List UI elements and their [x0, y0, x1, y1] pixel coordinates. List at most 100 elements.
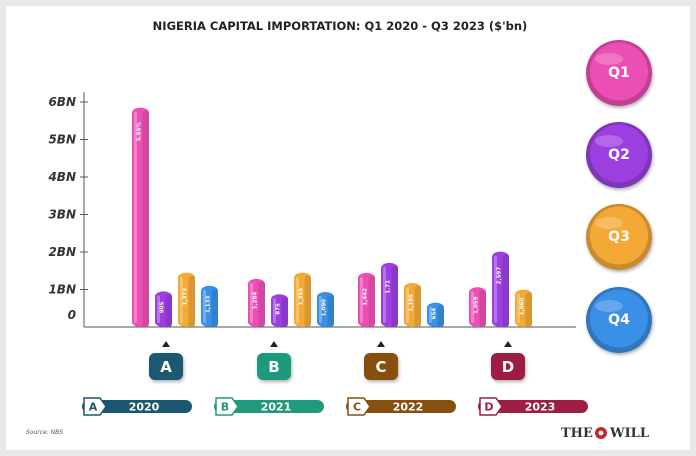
bar-shade: [414, 285, 421, 327]
bar-shade: [281, 297, 288, 327]
legend-item-q4: Q4: [586, 287, 652, 353]
pointer-triangle-icon: [162, 341, 170, 347]
bar-value-label: 1,090: [322, 299, 328, 317]
bar-q4-b: 1,090: [317, 291, 334, 327]
bar-value-label: 1,185: [409, 294, 415, 312]
bar-shade: [391, 265, 398, 327]
bar-highlight: [296, 276, 299, 323]
year-tag-2023: D 2023: [478, 397, 588, 416]
category-badge-b: B: [257, 341, 291, 380]
year-tag-label: 2022: [393, 401, 424, 414]
legend-item-q3: Q3: [586, 204, 652, 270]
legend-item-q1: Q1: [586, 40, 652, 106]
bar-highlight: [429, 306, 432, 323]
legend-circle-gloss: [595, 217, 623, 229]
y-tick-label: 4BN: [47, 170, 76, 184]
legend-label: Q4: [608, 312, 630, 328]
bar-q2-d: 2,597: [492, 251, 509, 327]
year-tag-letter: A: [89, 401, 98, 414]
legend-circle: [590, 124, 648, 183]
bar-value-label: 1,059: [474, 296, 480, 314]
brand-text-left: THE: [561, 426, 593, 441]
bar-q2-c: 1.71: [381, 262, 398, 327]
pointer-triangle-icon: [270, 341, 278, 347]
bar-q1-c: 1,442: [358, 272, 375, 327]
bar-shade: [479, 290, 486, 327]
bar-highlight: [180, 276, 183, 323]
year-tag-letter-box: [215, 397, 239, 416]
legend-circle: [590, 206, 648, 265]
category-label: D: [502, 358, 514, 376]
year-tag-2021: B 2021: [214, 397, 324, 416]
bar-value-label: 1,442: [363, 288, 369, 306]
bar-q3-b: 1,355: [294, 272, 311, 327]
bar-highlight: [273, 298, 276, 323]
year-tag-letter: C: [353, 401, 361, 414]
category-badge-box: [491, 353, 525, 380]
category-badge-a: A: [149, 341, 183, 380]
bar-value-label: 1,284: [253, 292, 259, 310]
bar-highlight: [471, 291, 474, 323]
bar-q4-a: 1,133: [201, 285, 218, 327]
bar-value-label: 1,060: [520, 298, 526, 316]
category-label: B: [268, 358, 279, 376]
bar-chart: NIGERIA CAPITAL IMPORTATION: Q1 2020 - Q…: [26, 19, 652, 441]
bar-value-label: 654: [432, 308, 438, 320]
year-tag-bar: [214, 400, 324, 413]
chart-card: NIGERIA CAPITAL IMPORTATION: Q1 2020 - Q…: [6, 6, 690, 450]
legend-circle-gloss: [595, 135, 623, 147]
category-badge-box: [149, 353, 183, 380]
year-tag-label: 2023: [525, 401, 556, 414]
year-tag-letter: D: [484, 401, 493, 414]
bar-shade: [368, 275, 375, 327]
year-tag-label: 2020: [129, 401, 160, 414]
bar-shade: [437, 305, 444, 327]
chart-title: NIGERIA CAPITAL IMPORTATION: Q1 2020 - Q…: [153, 19, 528, 33]
source-note: Source: NBS: [26, 429, 63, 436]
bar-q3-a: 1,373: [178, 272, 195, 327]
bar-highlight: [360, 276, 363, 323]
bar-q1-b: 1,284: [248, 278, 265, 327]
bar-q2-b: 875: [271, 294, 288, 327]
year-tag-letter-box: [83, 397, 107, 416]
bar-highlight: [517, 293, 520, 323]
year-tag-label: 2021: [261, 401, 292, 414]
bar-value-label: 875: [276, 303, 282, 315]
year-tag-bar: [346, 400, 456, 413]
legend-circle-gloss: [595, 300, 623, 312]
brand-emblem-center: [598, 430, 604, 436]
year-tag-letter: B: [221, 401, 229, 414]
category-label: C: [375, 358, 386, 376]
bar-highlight: [494, 255, 497, 323]
bar-highlight: [157, 295, 160, 323]
bar-value-label: 1.71: [386, 280, 392, 294]
year-tag-letter-box: [347, 397, 371, 416]
bar-q1-d: 1,059: [469, 287, 486, 327]
legend-circle: [590, 42, 648, 101]
bar-value-label: 1,373: [183, 288, 189, 306]
bar-highlight: [319, 295, 322, 323]
legend-label: Q1: [608, 65, 630, 81]
category-badge-box: [364, 353, 398, 380]
bar-q3-d: 1,060: [515, 289, 532, 327]
legend-item-q2: Q2: [586, 122, 652, 188]
y-tick-label: 3BN: [48, 208, 76, 222]
bar-q3-c: 1,185: [404, 282, 421, 327]
y-tick-label: 2BN: [48, 245, 76, 259]
legend-circle: [590, 289, 648, 348]
y-tick-label: 1BN: [48, 283, 76, 297]
bar-value-label: 905: [160, 301, 166, 313]
bar-q4-c: 654: [427, 302, 444, 327]
legend-circle-gloss: [595, 53, 623, 65]
bar-q1-a: 5.85%: [132, 107, 149, 327]
year-tag-bar: [82, 400, 192, 413]
bar-shade: [327, 294, 334, 327]
bar-highlight: [134, 111, 137, 323]
bar-shade: [502, 254, 509, 327]
category-label: A: [160, 358, 172, 376]
category-badge-c: C: [364, 341, 398, 380]
bar-highlight: [250, 282, 253, 323]
category-badge-box: [257, 353, 291, 380]
bar-highlight: [406, 286, 409, 323]
legend-label: Q2: [608, 147, 630, 163]
